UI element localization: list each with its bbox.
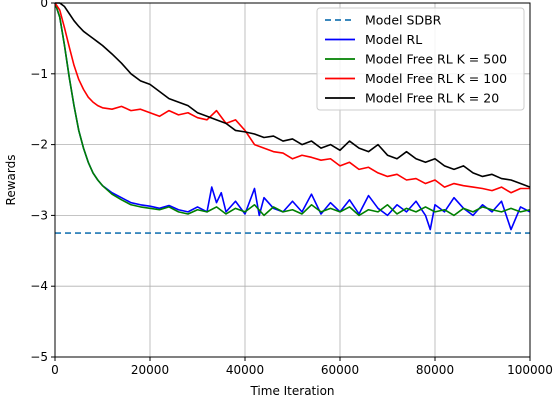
series-line-4 <box>55 2 531 188</box>
y-tick-label: −1 <box>30 67 48 81</box>
x-tick-label: 20000 <box>131 363 169 377</box>
y-tick-label: −4 <box>30 279 48 293</box>
series-line-3 <box>54 2 530 194</box>
x-axis-ticks: 0 20000 40000 60000 80000 100000 <box>51 357 553 377</box>
grid-lines <box>54 2 531 358</box>
y-tick-label: −2 <box>30 138 48 152</box>
legend-label-1: Model RL <box>365 32 422 47</box>
x-axis-label: Time Iteration <box>249 384 334 398</box>
y-axis-ticks: 0 −1 −2 −3 −4 −5 <box>30 0 55 364</box>
legend-label-2: Model Free RL K = 500 <box>365 52 507 67</box>
legend: Model SDBR Model RL Model Free RL K = 500 M… <box>316 7 525 111</box>
legend-label-4: Model Free RL K = 20 <box>365 91 499 106</box>
y-tick-label: 0 <box>40 0 48 10</box>
x-tick-label: 40000 <box>226 363 264 377</box>
series-line-2 <box>54 2 531 217</box>
series-layer <box>54 2 531 234</box>
legend-box <box>316 7 525 111</box>
y-axis-label: Rewards <box>4 155 18 206</box>
x-tick-label: 100000 <box>507 363 553 377</box>
x-tick-label: 60000 <box>321 363 359 377</box>
y-tick-label: −5 <box>30 350 48 364</box>
x-tick-label: 80000 <box>416 363 454 377</box>
legend-label-0: Model SDBR <box>365 13 442 28</box>
legend-label-3: Model Free RL K = 100 <box>365 71 507 86</box>
plot-frame <box>54 2 531 358</box>
x-tick-label: 0 <box>51 363 59 377</box>
y-tick-label: −3 <box>30 208 48 222</box>
